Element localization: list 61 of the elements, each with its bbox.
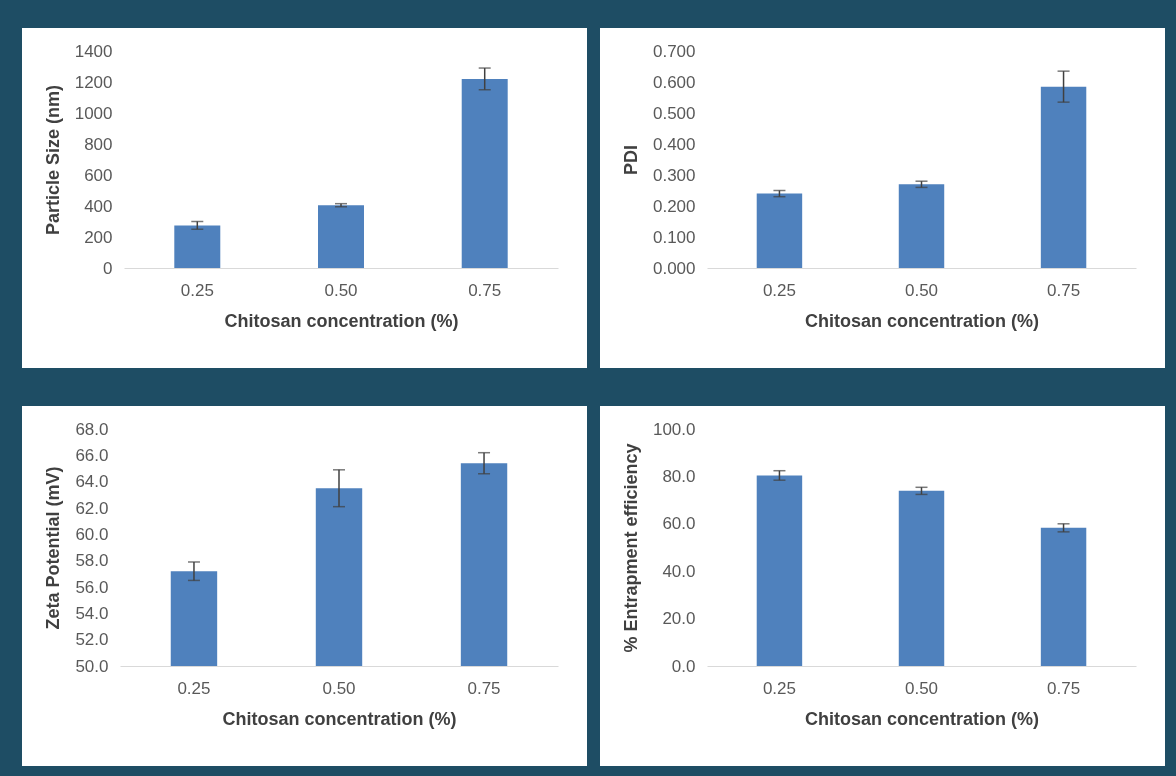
y-tick-label: 0.0 bbox=[671, 656, 696, 676]
x-tick-label: 0.25 bbox=[177, 678, 211, 698]
y-tick-label: 0.000 bbox=[652, 258, 696, 278]
y-axis-title: Zeta Potential (mV) bbox=[43, 466, 64, 630]
bar bbox=[898, 490, 945, 666]
y-axis-title: % Entrapment efficiency bbox=[620, 443, 641, 653]
y-tick-label: 68.0 bbox=[75, 419, 109, 439]
x-tick-label: 0.75 bbox=[1047, 678, 1081, 698]
y-tick-label: 400 bbox=[84, 196, 113, 216]
y-tick-label: 56.0 bbox=[75, 577, 109, 597]
x-tick-label: 0.75 bbox=[467, 678, 501, 698]
bar bbox=[1040, 86, 1087, 268]
x-axis-title: Chitosan concentration (%) bbox=[224, 310, 459, 331]
x-tick-label: 0.75 bbox=[468, 280, 502, 300]
bar bbox=[898, 184, 945, 268]
x-tick-label: 0.25 bbox=[762, 678, 796, 698]
y-tick-label: 62.0 bbox=[75, 498, 109, 518]
y-tick-label: 60.0 bbox=[75, 524, 109, 544]
bar bbox=[461, 78, 508, 268]
y-tick-label: 0.700 bbox=[652, 41, 696, 61]
x-axis-title: Chitosan concentration (%) bbox=[222, 708, 457, 729]
y-tick-label: 0.500 bbox=[652, 103, 696, 123]
y-tick-label: 200 bbox=[84, 227, 113, 247]
y-tick-label: 80.0 bbox=[662, 466, 696, 486]
x-axis-title: Chitosan concentration (%) bbox=[804, 310, 1040, 331]
y-tick-label: 40.0 bbox=[662, 561, 696, 581]
y-tick-label: 64.0 bbox=[75, 472, 109, 492]
y-tick-label: 66.0 bbox=[75, 445, 109, 465]
y-tick-label: 1000 bbox=[74, 103, 113, 123]
bar bbox=[174, 225, 221, 268]
y-tick-label: 60.0 bbox=[662, 514, 696, 534]
y-tick-label: 0.400 bbox=[652, 134, 696, 154]
x-tick-label: 0.50 bbox=[322, 678, 356, 698]
y-axis-title: Particle Size (nm) bbox=[42, 84, 63, 236]
y-tick-label: 54.0 bbox=[75, 603, 109, 623]
y-tick-label: 50.0 bbox=[75, 656, 109, 676]
x-tick-label: 0.25 bbox=[180, 280, 214, 300]
y-axis-title: PDI bbox=[620, 144, 641, 176]
x-tick-label: 0.50 bbox=[324, 280, 358, 300]
bar bbox=[318, 205, 364, 268]
y-tick-label: 0.200 bbox=[652, 196, 696, 216]
y-tick-label: 1200 bbox=[74, 72, 113, 92]
y-tick-label: 0 bbox=[103, 258, 113, 278]
y-tick-label: 800 bbox=[84, 134, 113, 154]
bar bbox=[756, 193, 803, 268]
x-tick-label: 0.50 bbox=[904, 280, 939, 300]
y-tick-label: 100.0 bbox=[652, 419, 696, 439]
y-tick-label: 600 bbox=[84, 165, 113, 185]
y-tick-label: 52.0 bbox=[75, 630, 109, 650]
x-tick-label: 0.50 bbox=[904, 678, 939, 698]
y-tick-label: 0.300 bbox=[652, 165, 696, 185]
bar bbox=[756, 475, 803, 666]
x-axis-title: Chitosan concentration (%) bbox=[804, 708, 1040, 729]
y-tick-label: 20.0 bbox=[662, 609, 696, 629]
y-tick-label: 1400 bbox=[74, 41, 113, 61]
y-tick-label: 0.100 bbox=[652, 227, 696, 247]
x-tick-label: 0.25 bbox=[762, 280, 796, 300]
x-tick-label: 0.75 bbox=[1047, 280, 1081, 300]
y-tick-label: 0.600 bbox=[652, 72, 696, 92]
y-tick-label: 58.0 bbox=[75, 551, 109, 571]
bar bbox=[1040, 527, 1087, 666]
